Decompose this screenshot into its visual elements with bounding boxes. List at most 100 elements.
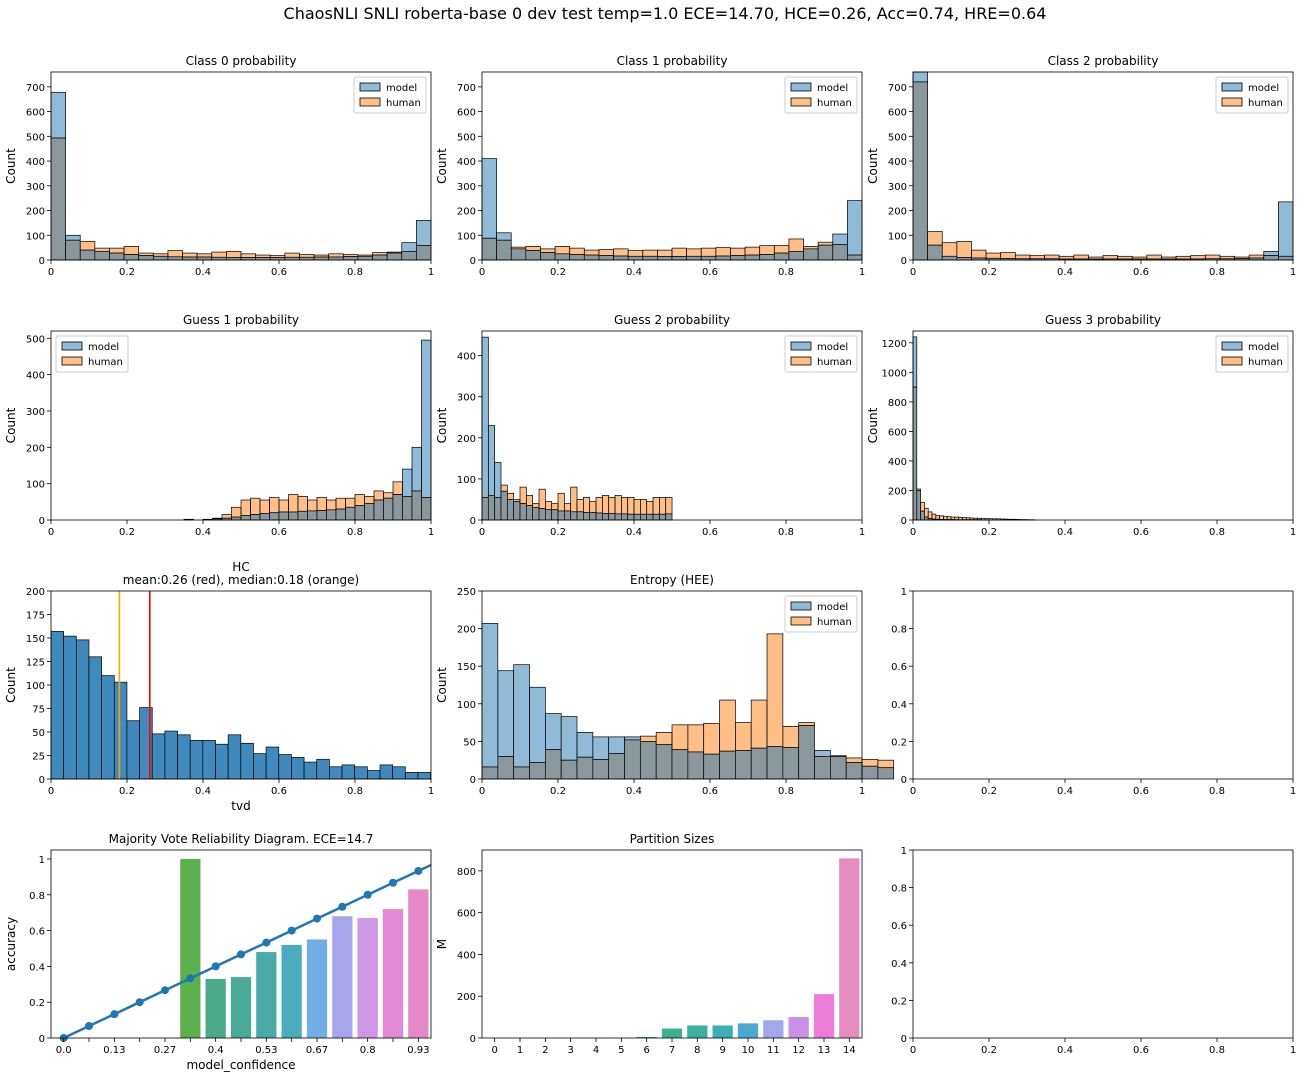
hist-bar-overlap xyxy=(510,248,527,261)
hist-bar-human xyxy=(563,503,572,512)
reliability-bar xyxy=(357,918,378,1038)
hist-bar-overlap xyxy=(1278,255,1294,261)
hist-bar-human xyxy=(782,726,800,748)
diagonal-point xyxy=(414,866,423,875)
partition-bar xyxy=(839,858,860,1038)
y-tick-label: 0.8 xyxy=(891,884,907,895)
y-tick-label: 600 xyxy=(888,427,907,438)
legend-swatch-human xyxy=(1221,97,1243,107)
hist-bar xyxy=(404,772,419,780)
legend-label-model: model xyxy=(88,342,119,353)
hist-bar-overlap xyxy=(487,494,496,521)
hist-bar-model xyxy=(513,664,530,768)
hist-bar-overlap xyxy=(551,509,559,521)
y-tick-label: 125 xyxy=(26,658,45,669)
hist-bar-human xyxy=(182,252,198,258)
x-tick-label: 0.4 xyxy=(1057,527,1073,538)
hist-bar-overlap xyxy=(481,237,497,261)
diagonal-point xyxy=(363,890,372,899)
hist-bar-overlap xyxy=(602,513,610,521)
hist-bar-overlap xyxy=(364,503,375,521)
hist-bar-human xyxy=(1190,255,1206,260)
x-tick-label: 14 xyxy=(843,1045,856,1056)
axes-frame xyxy=(481,330,863,521)
hist-bar-overlap xyxy=(65,239,81,261)
hist-bar-overlap xyxy=(494,497,502,521)
hist-bar-overlap xyxy=(608,513,616,521)
hist-bar xyxy=(278,754,292,780)
hist-bar-overlap xyxy=(730,255,746,261)
hist-bar-overlap xyxy=(735,750,752,780)
chart-empty2: 0 0.2 0.4 0.6 0.8 1 0 0.2 0.4 0.6 0.8 1 xyxy=(891,846,1296,1056)
hist-bar-human xyxy=(861,759,879,767)
axes-frame xyxy=(912,330,1294,521)
hist-bar-human xyxy=(284,252,300,258)
hist-bar-overlap xyxy=(941,255,958,261)
axes-frame xyxy=(481,849,863,1039)
y-tick-label: 1 xyxy=(901,846,907,857)
y-tick-label: 150 xyxy=(26,634,45,645)
hist-bar-overlap xyxy=(372,254,388,261)
legend-swatch-human xyxy=(790,356,812,366)
hist-bar-overlap xyxy=(79,249,96,261)
partition-bar xyxy=(712,1025,733,1038)
hist-bar xyxy=(303,761,318,780)
x-tick-label: 1 xyxy=(428,527,434,538)
hist-bar-overlap xyxy=(109,252,125,261)
y-tick-label: 400 xyxy=(457,157,476,168)
hist-bar-human xyxy=(569,247,585,255)
x-tick-label: 0 xyxy=(479,267,485,278)
hist-bar-overlap xyxy=(798,725,815,780)
hist-bar-overlap xyxy=(94,250,110,261)
hist-bar-human xyxy=(639,735,657,742)
y-tick-label: 0.4 xyxy=(891,959,907,970)
x-tick-label: 0.4 xyxy=(626,267,642,278)
hist-bar-overlap xyxy=(847,254,863,261)
reliability-bar xyxy=(332,916,353,1038)
hist-bar-overlap xyxy=(544,749,562,780)
hist-bar-model xyxy=(421,339,432,498)
hist-bar-human xyxy=(269,497,280,514)
hist-bar-overlap xyxy=(659,513,667,521)
y-axis-label: Count xyxy=(435,148,449,184)
x-tick-label: 0.8 xyxy=(1209,527,1225,538)
x-tick-label: 0.27 xyxy=(154,1045,176,1056)
hist-bar-overlap xyxy=(766,746,784,780)
hist-bar-human xyxy=(152,253,169,257)
hist-bar-overlap xyxy=(297,510,308,521)
hist-bar-model xyxy=(1278,201,1294,257)
subplot-title: Guess 2 probability xyxy=(614,313,730,327)
hist-bar-human xyxy=(665,497,673,515)
x-tick-label: 13 xyxy=(818,1045,831,1056)
hist-bar-overlap xyxy=(583,254,600,261)
hist-bar-overlap xyxy=(525,505,534,521)
diagonal-point xyxy=(262,938,271,947)
hist-bar-human xyxy=(576,499,584,513)
x-tick-label: 3 xyxy=(567,1045,573,1056)
hist-bar-overlap xyxy=(927,244,943,261)
hist-bar-human xyxy=(985,252,1002,259)
diagonal-point xyxy=(313,914,321,923)
y-tick-label: 150 xyxy=(457,662,476,673)
reliability-bar xyxy=(205,978,226,1038)
hist-bar-overlap xyxy=(576,756,594,780)
hist-bar-overlap xyxy=(877,767,895,780)
hist-bar-overlap xyxy=(592,759,610,780)
axes-frame xyxy=(912,590,1294,780)
hist-bar-human xyxy=(372,252,388,256)
y-axis-label: Count xyxy=(866,148,880,184)
diagonal-point xyxy=(161,986,169,995)
y-axis-label: accuracy xyxy=(4,917,18,971)
hist-bar-overlap xyxy=(196,256,213,261)
hist-bar-overlap xyxy=(557,510,565,521)
hist-bar-human xyxy=(109,247,125,254)
hist-bar-model xyxy=(496,232,512,241)
x-tick-label: 0.13 xyxy=(103,1045,125,1056)
x-tick-label: 1 xyxy=(428,267,434,278)
x-axis-label: tvd xyxy=(231,799,250,813)
hist-bar-overlap xyxy=(167,256,183,261)
hist-bar xyxy=(392,766,406,780)
hist-bar-human xyxy=(939,515,944,520)
hist-bar-overlap xyxy=(687,751,705,780)
subplot-title: Guess 3 probability xyxy=(1045,313,1161,327)
